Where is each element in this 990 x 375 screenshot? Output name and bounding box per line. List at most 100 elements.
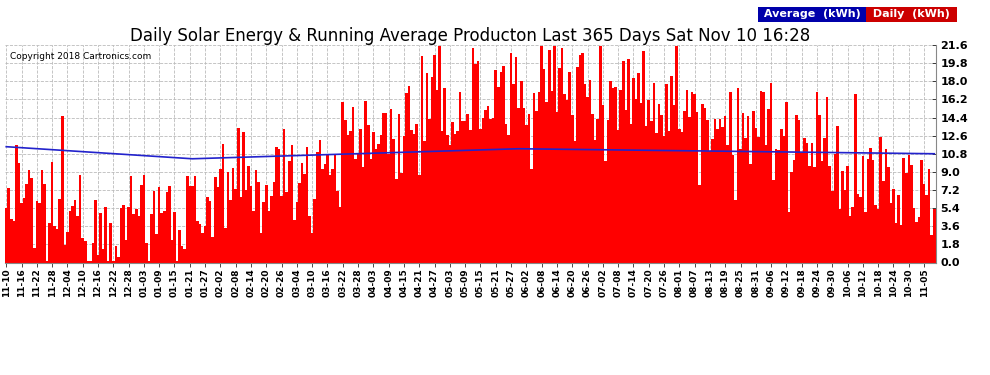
Bar	[933, 209, 936, 262]
Bar	[18, 163, 20, 262]
Bar	[872, 160, 874, 262]
Bar	[895, 223, 897, 262]
Bar	[439, 46, 441, 262]
Bar	[342, 102, 345, 262]
Bar	[843, 190, 846, 262]
Bar	[693, 94, 696, 262]
Bar	[275, 147, 278, 262]
Bar	[364, 102, 367, 262]
Bar	[248, 166, 249, 262]
Bar	[543, 69, 545, 262]
Bar	[566, 100, 568, 262]
Bar	[806, 143, 808, 262]
Bar	[829, 166, 831, 262]
Bar	[678, 129, 680, 262]
Bar	[882, 181, 884, 262]
Bar	[63, 245, 66, 262]
Bar	[471, 48, 474, 262]
Bar	[303, 174, 306, 262]
Bar	[837, 126, 839, 262]
Bar	[408, 86, 410, 262]
Bar	[423, 141, 426, 262]
Bar	[143, 176, 146, 262]
Bar	[306, 147, 308, 262]
Bar	[910, 165, 913, 262]
Bar	[36, 201, 38, 262]
Bar	[589, 80, 591, 262]
Bar	[240, 196, 243, 262]
Bar	[609, 81, 612, 262]
Bar	[900, 225, 903, 262]
Bar	[44, 184, 46, 262]
Bar	[168, 186, 170, 262]
Bar	[176, 261, 178, 262]
Bar	[71, 206, 74, 262]
Bar	[548, 50, 550, 262]
Bar	[604, 161, 607, 262]
Bar	[717, 129, 719, 262]
Bar	[446, 135, 448, 262]
Bar	[84, 242, 86, 262]
Bar	[660, 115, 662, 262]
Bar	[146, 243, 148, 262]
Bar	[795, 116, 798, 262]
Bar	[400, 174, 403, 262]
Bar	[230, 201, 232, 262]
Bar	[571, 116, 573, 262]
Bar	[94, 200, 97, 262]
Bar	[451, 122, 453, 262]
Bar	[56, 230, 58, 262]
Bar	[846, 166, 848, 262]
Bar	[523, 108, 525, 262]
Bar	[887, 166, 890, 262]
Bar	[714, 119, 717, 262]
Bar	[647, 100, 650, 262]
Bar	[558, 68, 560, 262]
Bar	[329, 176, 332, 262]
Bar	[874, 205, 877, 262]
Bar	[33, 248, 36, 262]
Bar	[931, 235, 933, 262]
Bar	[372, 132, 374, 262]
Bar	[591, 114, 594, 262]
Bar	[607, 120, 609, 262]
Bar	[913, 208, 915, 262]
Bar	[188, 186, 191, 262]
Bar	[68, 211, 71, 262]
Bar	[617, 130, 620, 262]
Bar	[160, 213, 163, 262]
Bar	[541, 46, 543, 262]
Bar	[908, 155, 910, 262]
Bar	[334, 155, 337, 262]
Bar	[128, 207, 130, 262]
Bar	[222, 144, 224, 262]
Bar	[61, 116, 63, 262]
Bar	[487, 106, 489, 262]
Bar	[237, 129, 240, 262]
Bar	[691, 92, 693, 262]
Bar	[41, 170, 44, 262]
Bar	[314, 199, 316, 262]
Bar	[854, 93, 856, 262]
Bar	[204, 226, 206, 262]
Bar	[813, 166, 816, 262]
Bar	[122, 206, 125, 262]
Bar	[130, 176, 133, 262]
Bar	[727, 146, 729, 262]
Bar	[926, 195, 928, 262]
Bar	[568, 72, 571, 262]
Bar	[553, 46, 555, 262]
Bar	[155, 234, 158, 262]
Bar	[643, 51, 644, 262]
Bar	[345, 120, 346, 262]
Bar	[245, 190, 248, 262]
Bar	[346, 135, 349, 262]
Bar	[918, 217, 921, 262]
Bar	[278, 149, 280, 262]
Bar	[319, 140, 321, 262]
Bar	[744, 138, 746, 262]
Bar	[290, 146, 293, 262]
Bar	[533, 93, 536, 262]
Bar	[497, 87, 500, 262]
Bar	[749, 164, 752, 262]
